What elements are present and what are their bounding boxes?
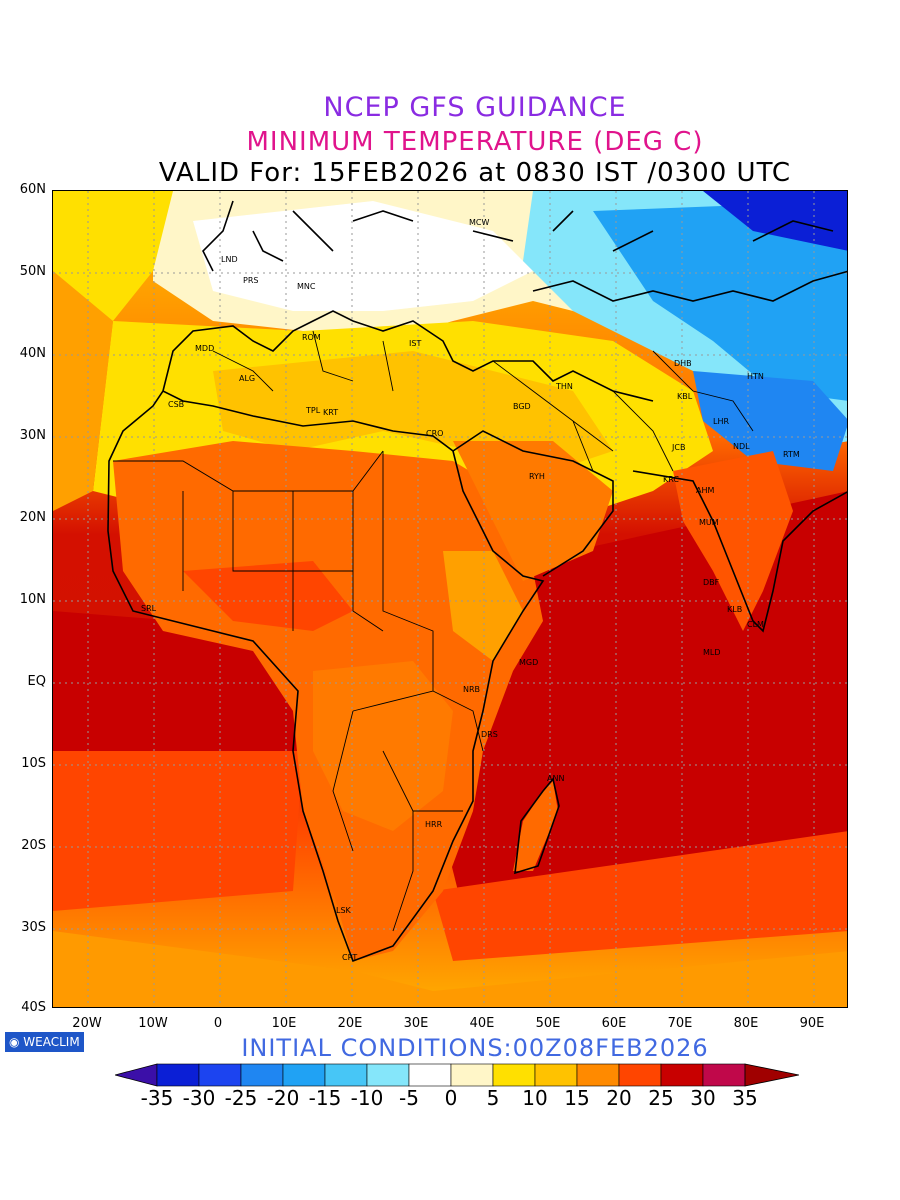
lat-label: EQ (27, 674, 46, 689)
colorbar-high-arrow (744, 1063, 799, 1087)
lon-label: 50E (535, 1016, 561, 1031)
lon-label: 30E (403, 1016, 429, 1031)
colorbar (115, 1063, 799, 1087)
city-label: ALG (239, 374, 255, 383)
city-label: KRT (323, 408, 338, 417)
city-label: KLB (727, 605, 742, 614)
lon-label: 70E (667, 1016, 693, 1031)
weaclim-badge: ◉ WEACLIM (5, 1032, 84, 1052)
city-label: ANN (547, 774, 564, 783)
initial-conditions: INITIAL CONDITIONS:00Z08FEB2026 (241, 1034, 709, 1062)
lon-label: 0 (213, 1016, 223, 1031)
lon-label: 20W (72, 1016, 102, 1031)
city-label: DRS (481, 730, 498, 739)
city-label: ROM (302, 333, 321, 342)
colorbar-tick: -30 (182, 1086, 216, 1110)
city-label: MUM (699, 518, 719, 527)
lat-label: 40S (21, 1000, 46, 1015)
lon-label: 90E (799, 1016, 825, 1031)
lon-label: 60E (601, 1016, 627, 1031)
lat-label: 30S (21, 920, 46, 935)
city-label: HRR (425, 820, 443, 829)
colorbar-tick: 10 (522, 1086, 548, 1110)
city-label: BGD (513, 402, 531, 411)
lon-label: 80E (733, 1016, 759, 1031)
city-label: LHR (713, 417, 729, 426)
country-borders (113, 330, 754, 932)
city-labels: MCW LND PRS MNC ROM MDD IST ALG CSB TPL … (141, 218, 800, 962)
city-label: KBL (677, 392, 693, 401)
colorbar-tick: 20 (606, 1086, 632, 1110)
colorbar-tick: -5 (399, 1086, 419, 1110)
atlantic-warm (53, 611, 303, 771)
city-label: MCW (469, 218, 489, 227)
city-label: DBF (703, 578, 720, 587)
city-label: CLM (747, 620, 764, 629)
colorbar-tick: 30 (690, 1086, 716, 1110)
coastlines (107, 200, 847, 963)
city-label: LSK (336, 906, 352, 915)
city-label: MGD (519, 658, 538, 667)
city-label: RYH (529, 472, 545, 481)
lon-label: 10W (138, 1016, 168, 1031)
colorbar-tick: 5 (486, 1086, 500, 1110)
temperature-map: MCW LND PRS MNC ROM MDD IST ALG CSB TPL … (52, 190, 848, 1008)
city-label: JCB (671, 443, 685, 452)
lat-label: 20N (19, 510, 46, 525)
lon-label: 40E (469, 1016, 495, 1031)
city-label: NDL (733, 442, 750, 451)
colorbar-low-arrow (115, 1063, 158, 1087)
colorbar-tick: 35 (732, 1086, 758, 1110)
colorbar-tick: 0 (444, 1086, 458, 1110)
lat-label: 60N (19, 182, 46, 197)
map-title-valid-time: VALID For: 15FEB2026 at 0830 IST /0300 U… (158, 158, 792, 188)
city-label: MLD (703, 648, 721, 657)
colorbar-tick: -20 (266, 1086, 300, 1110)
city-label: LND (221, 255, 238, 264)
city-label: KRC (663, 475, 679, 484)
city-label: CPT (342, 953, 357, 962)
tibet-cold (693, 371, 847, 471)
madagascar (513, 781, 558, 871)
city-label: RTM (783, 450, 800, 459)
lat-label: 20S (21, 838, 46, 853)
city-label: PRS (243, 276, 258, 285)
colorbar-tick: -35 (140, 1086, 174, 1110)
city-label: DHB (674, 359, 692, 368)
africa-coast (107, 389, 545, 963)
weaclim-label: WEACLIM (23, 1035, 80, 1049)
lon-label: 10E (271, 1016, 297, 1031)
city-label: IST (409, 339, 421, 348)
lon-label: 20E (337, 1016, 363, 1031)
colorbar-tick: -25 (224, 1086, 258, 1110)
lat-label: 10S (21, 756, 46, 771)
city-label: HTN (747, 372, 764, 381)
colorbar-tick: -10 (350, 1086, 384, 1110)
city-label: TPL (305, 406, 321, 415)
city-label: AHM (696, 486, 714, 495)
city-label: THN (555, 382, 573, 391)
weaclim-logo-icon: ◉ (9, 1035, 24, 1049)
city-label: NRB (463, 685, 480, 694)
lat-label: 50N (19, 264, 46, 279)
lat-label: 10N (19, 592, 46, 607)
india-coast (632, 470, 847, 633)
lat-label: 30N (19, 428, 46, 443)
city-label: MNC (297, 282, 316, 291)
lat-label: 40N (19, 346, 46, 361)
city-label: SRL (141, 604, 157, 613)
city-label: CSB (168, 400, 184, 409)
colorbar-tick: -15 (308, 1086, 342, 1110)
map-title-line1: NCEP GFS GUIDANCE (323, 92, 627, 123)
map-title-line2: MINIMUM TEMPERATURE (DEG C) (246, 127, 704, 157)
colorbar-tick: 25 (648, 1086, 674, 1110)
india (673, 451, 793, 631)
city-label: MDD (195, 344, 214, 353)
colorbar-tick: 15 (564, 1086, 590, 1110)
city-label: CRO (426, 429, 443, 438)
